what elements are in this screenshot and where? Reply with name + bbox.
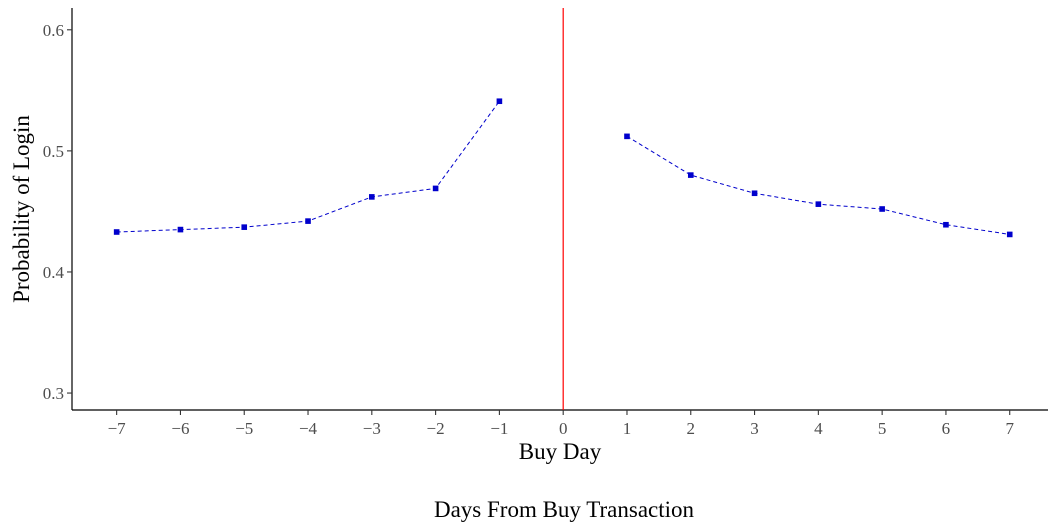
- y-tick-label: 0.6: [43, 21, 64, 40]
- x-tick-label: −1: [490, 419, 508, 438]
- axes: [71, 8, 1048, 411]
- data-point: [687, 172, 694, 178]
- x-tick-label: −3: [363, 419, 381, 438]
- x-tick-label: −7: [108, 419, 127, 438]
- y-tick-label: 0.5: [43, 142, 64, 161]
- series-layer: [113, 98, 1013, 238]
- series-line: [116, 100, 500, 233]
- x-tick-label: −2: [427, 419, 445, 438]
- data-point: [879, 206, 885, 212]
- y-axis-ticks: 0.3 0.4 0.5 0.6: [43, 21, 72, 403]
- x-tick-label: 3: [750, 419, 759, 438]
- data-point: [305, 218, 311, 224]
- series-line: [626, 135, 1010, 235]
- x-tick-label: 1: [623, 419, 632, 438]
- x-tick-label: 2: [687, 419, 696, 438]
- x-tick-label: 6: [942, 419, 951, 438]
- y-tick-label: 0.3: [43, 384, 64, 403]
- data-point: [369, 194, 375, 200]
- x-tick-label: 5: [878, 419, 887, 438]
- x-tick-label: 7: [1005, 419, 1014, 438]
- data-point: [177, 226, 184, 233]
- chart-caption: Days From Buy Transaction: [434, 497, 695, 522]
- y-tick-label: 0.4: [43, 263, 65, 282]
- y-axis-title: Probability of Login: [9, 115, 34, 303]
- x-tick-label: 0: [559, 419, 568, 438]
- data-point: [241, 224, 248, 230]
- data-point: [432, 185, 439, 192]
- data-point: [113, 229, 120, 235]
- x-axis-title: Buy Day: [519, 439, 602, 464]
- data-point: [1006, 231, 1013, 238]
- x-tick-label: −5: [235, 419, 253, 438]
- x-tick-label: −4: [299, 419, 318, 438]
- x-tick-label: 4: [814, 419, 823, 438]
- data-point: [496, 98, 503, 105]
- data-point: [751, 190, 758, 197]
- data-point: [815, 201, 822, 207]
- x-axis-ticks: −7 −6 −5 −4 −3 −2 −1 0 1 2 3 4 5 6 7: [108, 410, 1014, 438]
- x-tick-label: −6: [171, 419, 189, 438]
- data-point: [624, 133, 630, 140]
- data-point: [943, 221, 949, 228]
